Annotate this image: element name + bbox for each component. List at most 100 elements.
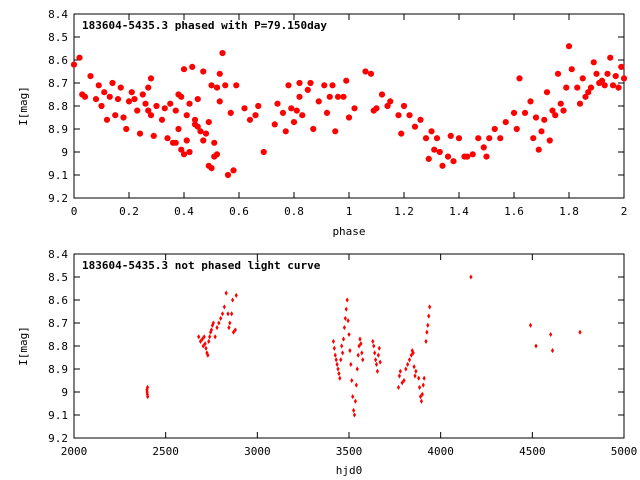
data-point [404,366,408,372]
y-tick-label: 8.6 [48,54,68,67]
data-point [333,352,337,358]
data-point [334,357,338,363]
x-axis-label: phase [332,225,365,238]
data-point [150,132,157,139]
data-point [230,297,235,303]
data-point [271,121,278,128]
data-point [323,109,331,117]
data-point [549,331,553,338]
panel-title: 183604-5435.3 phased with P=79.150day [82,19,327,32]
data-point [142,100,149,107]
data-point [332,128,339,135]
data-point [98,102,105,110]
data-point [353,398,358,404]
data-point [530,135,537,142]
data-point [375,368,380,374]
data-point [550,348,555,354]
data-point [296,93,303,100]
data-point [354,382,358,388]
data-point [178,146,185,153]
data-point [469,274,473,280]
data-point [563,84,570,91]
data-point [202,130,210,137]
data-point [208,82,215,89]
data-point [398,130,405,137]
data-point [172,107,179,114]
data-point [145,389,149,395]
data-point [376,352,380,358]
data-point [180,66,188,73]
y-tick-label: 8.7 [48,317,68,330]
data-point [417,375,421,381]
data-point [422,375,426,381]
data-point [582,93,589,100]
x-tick-label: 1.6 [504,205,524,218]
y-tick-label: 9 [61,386,68,399]
unphased-light-curve-panel: 2000 2500 3000 3500 4000 4500 5000 8.4 8.5 8.6 8.7… [17,248,637,477]
data-point [351,407,356,413]
data-point [304,86,311,94]
data-point [601,82,608,89]
data-point [546,137,553,144]
data-point [502,119,509,126]
data-point [535,146,542,153]
data-point [202,334,206,340]
data-point [206,352,210,358]
data-point [400,380,404,386]
y-axis-label: I[mag] [17,86,30,126]
x-tick-label: 3000 [244,445,271,458]
data-point [310,125,317,133]
panel-title: 183604-5435.3 not phased light curve [82,259,321,272]
data-point [200,137,207,144]
data-point [282,128,289,135]
data-point [428,128,435,135]
data-point [427,313,431,319]
x-tick-label: 1.8 [559,205,579,218]
data-point [230,167,237,174]
data-point [145,384,150,390]
data-point [222,304,226,310]
data-point [422,135,430,142]
data-point [373,357,378,363]
data-point [413,373,417,379]
data-point [607,54,614,61]
data-point [183,112,190,119]
data-point [356,352,360,358]
data-point [444,153,452,160]
data-point [125,98,133,105]
data-point [321,82,328,89]
data-point [579,75,586,82]
data-point [418,394,423,400]
data-point [357,343,361,349]
data-point [343,315,347,321]
data-point [226,311,230,317]
data-point [197,128,204,135]
data-point [246,116,254,123]
x-tick-label: 1.4 [449,205,469,218]
data-point [398,368,402,374]
data-point [145,84,152,91]
data-point [101,89,108,96]
data-point [406,361,410,367]
data-point [172,139,179,146]
data-point [203,341,207,347]
data-point [352,412,357,418]
data-point [425,155,432,162]
data-point [618,63,625,71]
data-point [335,361,339,367]
data-point [447,132,454,139]
y-axis-label: I[mag] [17,326,30,366]
data-point [516,75,523,82]
data-point [620,75,628,82]
data-point [359,341,363,347]
data-point [576,100,584,107]
data-point [351,105,358,112]
data-point [345,114,353,121]
data-point [307,79,314,87]
y-tick-label: 8.4 [48,248,68,261]
data-point [128,89,135,96]
data-point [92,96,100,103]
data-point [528,322,533,328]
data-point [349,361,353,367]
